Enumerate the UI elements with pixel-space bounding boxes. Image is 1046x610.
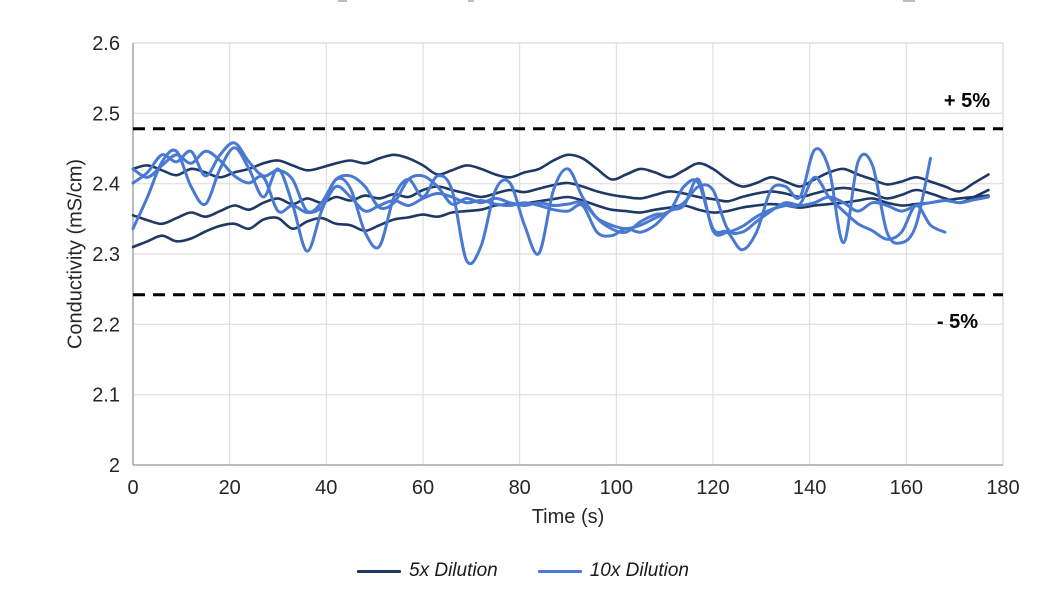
- legend-item-5x-dilution: 5x Dilution: [357, 560, 498, 582]
- legend-label-5x: 5x Dilution: [409, 560, 498, 581]
- upper-limit-label: + 5%: [943, 90, 990, 112]
- x-tick-label: 140: [793, 477, 826, 499]
- cropped-title-fragment: [468, 0, 474, 2]
- series-line-5x-dilution-run-2: [131, 181, 990, 226]
- cropped-title-fragment: [903, 0, 915, 2]
- series-line-10x-dilution-run-3: [131, 149, 947, 241]
- y-tick-label: 2.6: [92, 33, 120, 55]
- x-tick-label: 0: [127, 477, 138, 499]
- y-tick-label: 2.4: [92, 174, 120, 196]
- y-tick-label: 2.1: [92, 385, 120, 407]
- chart-legend: 5x Dilution 10x Dilution: [0, 560, 1046, 582]
- y-tick-label: 2.2: [92, 314, 120, 336]
- x-tick-label: 100: [600, 477, 633, 499]
- x-tick-label: 20: [219, 477, 241, 499]
- lower-limit-label: - 5%: [936, 311, 978, 333]
- series-line-10x-dilution-run-2: [131, 141, 990, 236]
- x-tick-label: 180: [986, 477, 1019, 499]
- x-tick-label: 60: [412, 477, 434, 499]
- legend-line-swatch-10x: [537, 569, 582, 573]
- y-tick-label: 2.3: [92, 244, 120, 266]
- x-axis-title: Time (s): [531, 506, 605, 528]
- legend-item-10x-dilution: 10x Dilution: [537, 560, 689, 582]
- y-tick-label: 2.5: [92, 103, 120, 125]
- y-axis-title: Conductivity (mS/cm): [64, 158, 87, 350]
- legend-line-swatch-5x: [357, 569, 401, 573]
- x-tick-label: 40: [315, 477, 337, 499]
- series-line-10x-dilution-run-1: [131, 146, 932, 266]
- x-tick-label: 120: [696, 477, 729, 499]
- y-tick-label: 2: [109, 455, 120, 477]
- cropped-title-fragment: [338, 0, 347, 2]
- legend-label-10x: 10x Dilution: [589, 560, 689, 581]
- x-tick-label: 160: [890, 477, 923, 499]
- x-tick-label: 80: [509, 477, 531, 499]
- series-line-5x-dilution-run-3: [131, 153, 990, 193]
